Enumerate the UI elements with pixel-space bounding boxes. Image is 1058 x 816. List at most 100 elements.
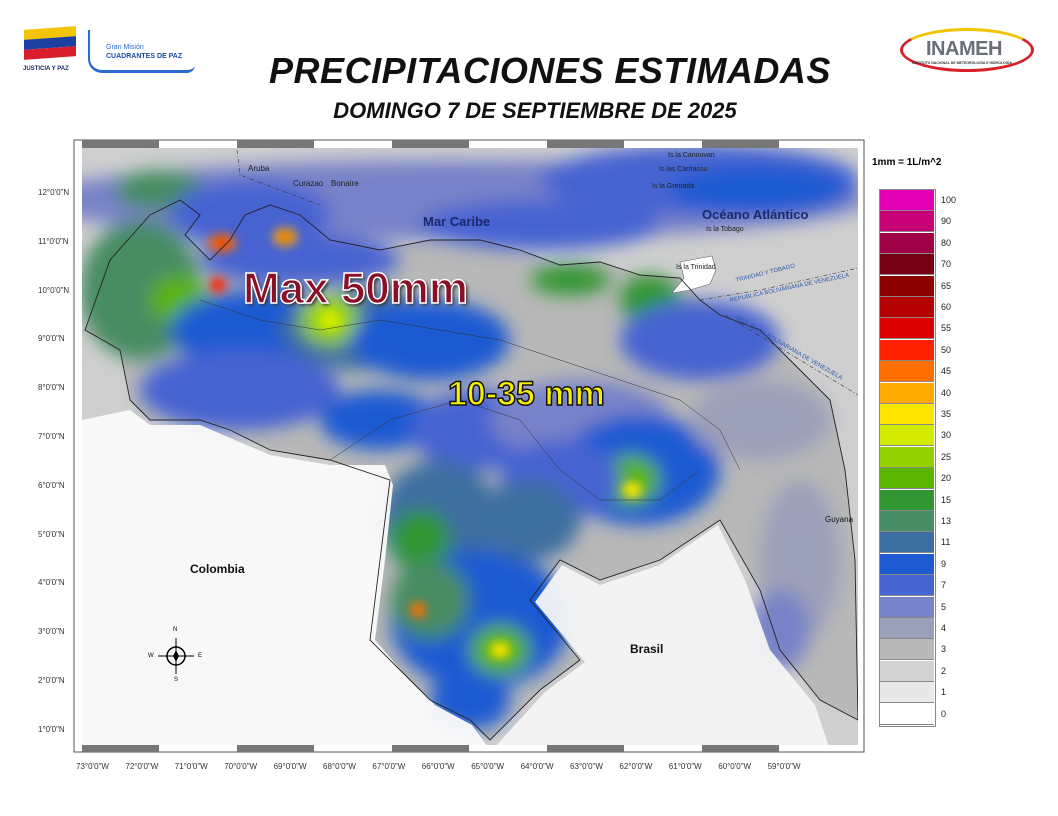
legend-swatch — [880, 596, 934, 618]
legend-swatch — [880, 297, 934, 318]
scale-bar-segment — [237, 140, 314, 148]
legend-swatch — [880, 425, 934, 447]
legend-swatch — [880, 232, 934, 254]
precipitation-area — [480, 480, 580, 560]
precipitation-area — [140, 350, 340, 430]
legend-swatch — [880, 404, 934, 425]
legend-label: 5 — [941, 601, 947, 612]
legend-unit: 1mm = 1L/m^2 — [872, 157, 942, 168]
label-compass-e: E — [198, 653, 203, 659]
longitude-label: 66°0'0"W — [421, 762, 455, 771]
longitude-label: 69°0'0"W — [273, 762, 307, 771]
legend-label: 45 — [941, 366, 952, 377]
page-subtitle: DOMINGO 7 DE SEPTIEMBRE DE 2025 — [333, 98, 737, 123]
annotation-max: Max 50mm — [242, 263, 469, 314]
legend-label: 50 — [941, 344, 952, 355]
scale-bar-segment — [82, 744, 159, 752]
legend-label: 90 — [941, 216, 952, 227]
inameh-logo-subtitle: INSTITUTO NACIONAL DE METEOROLOGÍA E HID… — [912, 61, 1012, 65]
latitude-label: 12°0'0"N — [38, 188, 70, 197]
logo-justicia-y-paz: JUSTICIA Y PAZ — [23, 66, 69, 72]
legend-swatch — [880, 703, 934, 725]
latitude-label: 3°0'0"N — [38, 627, 65, 637]
legend-label: 30 — [941, 430, 952, 441]
precipitation-area — [200, 235, 400, 285]
longitude-label: 60°0'0"W — [718, 762, 752, 771]
latitude-label: 1°0'0"N — [38, 724, 65, 734]
legend-swatch — [880, 489, 934, 511]
latitude-label: 9°0'0"N — [38, 334, 65, 344]
logo-gran-mision: Gran Misión — [106, 44, 144, 51]
legend-swatch — [880, 275, 934, 297]
legend-label: 1 — [941, 687, 947, 698]
legend-swatch — [880, 575, 934, 597]
logo-cuadrantes: CUADRANTES DE PAZ — [106, 53, 183, 60]
latitude-label: 4°0'0"N — [38, 578, 65, 588]
maritime-border-2 — [724, 314, 858, 396]
label-colombia: Colombia — [190, 562, 245, 576]
label-tobago: Is la Tobago — [706, 226, 744, 233]
state-borders — [199, 299, 741, 471]
legend-label: 60 — [941, 302, 952, 312]
label-mar-caribe: Mar Caribe — [423, 214, 491, 229]
legend-swatch — [880, 190, 934, 211]
legend-label: 7 — [941, 580, 947, 591]
label-grenada: Is la Grenada — [652, 183, 695, 190]
brasil-region — [496, 525, 829, 745]
legend-label: 40 — [941, 387, 952, 398]
scale-bar-segment — [237, 744, 314, 752]
precipitation-hotspot — [318, 310, 342, 330]
label-compass-n: N — [173, 627, 178, 633]
scale-bar-segment — [547, 140, 624, 148]
longitude-label: 65°0'0"W — [471, 762, 505, 771]
legend-frame — [879, 189, 936, 727]
longitude-label: 62°0'0"W — [619, 762, 653, 771]
precipitation-area — [530, 265, 610, 295]
precipitation-hotspot — [622, 482, 642, 498]
label-aruba: Aruba — [248, 164, 270, 173]
legend-label: 2 — [941, 665, 947, 676]
latitude-label: 8°0'0"N — [38, 383, 65, 393]
label-bonaire: Bonaire — [331, 179, 359, 188]
latitude-label: 6°0'0"N — [38, 480, 65, 490]
legend-swatch — [880, 618, 934, 639]
legend-label: 55 — [941, 323, 952, 334]
precipitation-area — [82, 220, 200, 360]
latitude-label: 2°0'0"N — [38, 676, 65, 685]
longitude-label: 72°0'0"W — [125, 762, 159, 771]
legend-label: 20 — [941, 473, 952, 484]
legend-swatch — [880, 211, 934, 233]
label-compass-w: W — [148, 653, 154, 659]
precipitation-hotspot — [210, 277, 226, 293]
precipitation-hotspot — [216, 239, 228, 247]
legend-swatch — [880, 318, 934, 340]
longitude-label: 63°0'0"W — [570, 762, 603, 771]
scale-bar-segment — [702, 744, 779, 752]
longitude-label: 59°0'0"W — [767, 762, 801, 771]
precipitation-area — [350, 300, 510, 380]
label-compass-s: S — [174, 677, 179, 683]
label-oceano-atlantico: Océano Atlántico — [702, 207, 809, 222]
annotation-range: 10-35 mm — [447, 374, 605, 414]
legend-label: 9 — [941, 558, 947, 569]
latitude-label: 7°0'0"N — [38, 432, 65, 441]
cuadrantes-logo — [88, 30, 195, 73]
latitude-label: 10°0'0"N — [38, 285, 70, 295]
label-guyana: Guyana — [825, 515, 854, 524]
label-brasil: Brasil — [630, 642, 664, 656]
inameh-logo-text: INAMEH — [926, 38, 1002, 60]
venezuela-border — [84, 199, 858, 741]
precipitation-area — [390, 510, 450, 570]
compass-rose-icon — [158, 638, 194, 674]
longitude-label: 70°0'0"W — [224, 762, 258, 771]
precipitation-hotspot — [280, 233, 290, 241]
longitude-label: 61°0'0"W — [668, 762, 702, 771]
scale-bar-segment — [702, 140, 779, 148]
legend-swatch — [880, 511, 934, 532]
legend-swatch — [880, 660, 934, 682]
longitude-label: 71°0'0"W — [174, 762, 208, 771]
scale-bar-segment — [82, 140, 159, 148]
legend-swatch — [880, 553, 934, 575]
precipitation-area — [420, 200, 660, 250]
